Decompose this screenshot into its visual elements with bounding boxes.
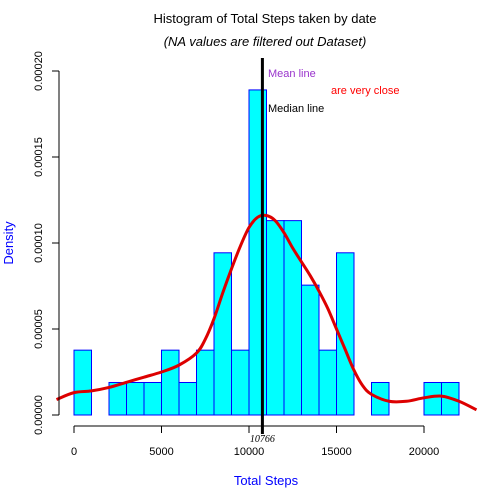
x-tick-label: 15000 — [321, 446, 352, 458]
x-tick-label: 10000 — [234, 446, 265, 458]
histogram-bar — [196, 349, 215, 416]
chart-title: Histogram of Total Steps taken by date — [153, 11, 376, 26]
histogram-bar — [213, 252, 232, 416]
histogram-bar — [301, 284, 320, 416]
histogram-bar — [336, 252, 355, 416]
mean-line-annotation: Mean line — [268, 68, 316, 80]
median-line-annotation: Median line — [268, 103, 324, 115]
very-close-annotation: are very close — [331, 85, 399, 97]
y-axis-label: Density — [1, 221, 16, 265]
density-curve-layer — [55, 213, 478, 412]
histogram-bar — [161, 349, 180, 416]
y-tick-label: 0.00005 — [33, 309, 45, 349]
density-curve — [55, 213, 478, 412]
histogram-bar — [231, 349, 250, 416]
median-value-label: 10766 — [250, 434, 275, 445]
y-tick-label: 0.00000 — [33, 395, 45, 435]
histogram-bar — [266, 220, 285, 416]
x-tick-label: 20000 — [409, 446, 440, 458]
y-tick-label: 0.00015 — [33, 137, 45, 177]
median-layer: 10766 — [250, 58, 275, 445]
y-tick-label: 0.00010 — [33, 223, 45, 263]
chart-subtitle: (NA values are filtered out Dataset) — [164, 34, 367, 49]
x-axis: 0 5000 10000 15000 20000 — [71, 425, 440, 458]
y-axis: 0.00000 0.00005 0.00010 0.00015 0.00020 — [33, 51, 60, 435]
histogram-bar — [73, 349, 92, 416]
histogram-bar — [126, 381, 145, 416]
x-axis-label: Total Steps — [234, 473, 299, 488]
histogram-bars — [73, 89, 460, 416]
histogram-bar — [178, 381, 197, 416]
y-tick-label: 0.00020 — [33, 51, 45, 91]
x-tick-label: 0 — [71, 446, 77, 458]
histogram-bar — [143, 381, 162, 416]
x-tick-label: 5000 — [149, 446, 173, 458]
histogram-bar — [318, 349, 337, 416]
